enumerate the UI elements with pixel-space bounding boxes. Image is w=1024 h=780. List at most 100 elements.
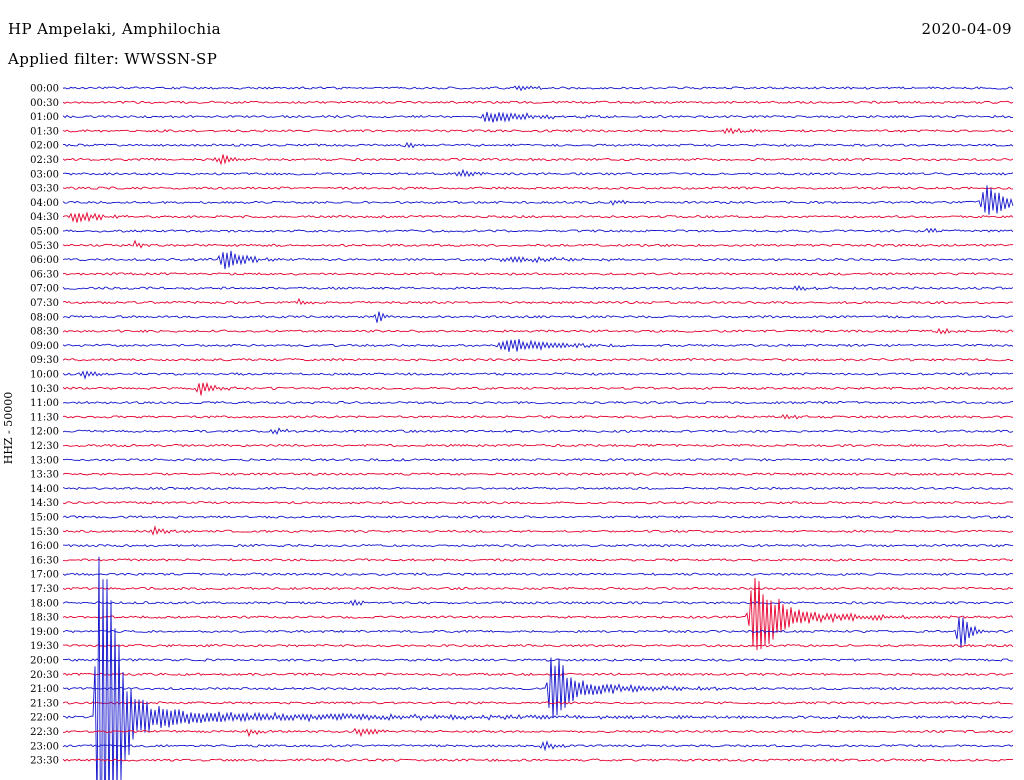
trace-row-1200 bbox=[62, 427, 1014, 435]
trace-row-1500 bbox=[62, 515, 1014, 519]
trace-row-1030 bbox=[62, 381, 1014, 396]
trace-row-0830 bbox=[62, 327, 1014, 335]
trace-row-0500 bbox=[62, 227, 1014, 234]
filter-label: Applied filter: WWSSN-SP bbox=[8, 50, 218, 68]
trace-row-1800 bbox=[62, 599, 1014, 607]
time-label: 19:00 bbox=[30, 627, 59, 638]
scale-label: HHZ - 50000 bbox=[2, 392, 15, 465]
time-label: 21:30 bbox=[30, 698, 59, 709]
time-label: 07:30 bbox=[30, 298, 59, 309]
time-label: 22:30 bbox=[30, 727, 59, 738]
trace-row-0600 bbox=[62, 250, 1014, 270]
time-label: 10:30 bbox=[30, 384, 59, 395]
trace-row-2130 bbox=[62, 701, 1014, 705]
time-label: 22:00 bbox=[30, 713, 59, 724]
trace-row-0930 bbox=[62, 357, 1014, 362]
time-label: 15:00 bbox=[30, 513, 59, 524]
time-label: 02:30 bbox=[30, 155, 59, 166]
time-label: 03:30 bbox=[30, 184, 59, 195]
time-label: 10:00 bbox=[30, 370, 59, 381]
time-label: 06:00 bbox=[30, 255, 59, 266]
trace-row-0900 bbox=[62, 339, 1014, 352]
time-label: 07:00 bbox=[30, 284, 59, 295]
trace-row-0730 bbox=[62, 297, 1014, 306]
time-label: 11:30 bbox=[30, 412, 59, 423]
time-label: 11:00 bbox=[30, 398, 59, 409]
time-label: 01:00 bbox=[30, 112, 59, 123]
time-label: 09:00 bbox=[30, 341, 59, 352]
trace-row-1630 bbox=[62, 558, 1014, 562]
trace-row-1730 bbox=[62, 586, 1014, 591]
trace-row-0800 bbox=[62, 311, 1014, 323]
time-label: 04:30 bbox=[30, 212, 59, 223]
trace-row-1430 bbox=[62, 501, 1014, 505]
trace-row-1930 bbox=[62, 643, 1014, 648]
date-label: 2020-04-09 bbox=[921, 20, 1012, 38]
time-label: 04:00 bbox=[30, 198, 59, 209]
time-label: 17:30 bbox=[30, 584, 59, 595]
trace-row-0230 bbox=[62, 154, 1014, 166]
time-label: 02:00 bbox=[30, 141, 59, 152]
time-label: 13:30 bbox=[30, 470, 59, 481]
trace-row-0530 bbox=[62, 239, 1014, 249]
time-label: 14:00 bbox=[30, 484, 59, 495]
trace-row-0330 bbox=[62, 186, 1014, 190]
time-label: 16:30 bbox=[30, 555, 59, 566]
trace-row-2230 bbox=[63, 727, 1014, 738]
trace-row-1530 bbox=[62, 525, 1014, 536]
time-label: 19:30 bbox=[30, 641, 59, 652]
time-label: 23:00 bbox=[30, 741, 59, 752]
trace-row-2000 bbox=[63, 658, 1013, 662]
time-label: 23:30 bbox=[30, 756, 59, 767]
trace-row-0300 bbox=[62, 168, 1014, 178]
trace-row-0130 bbox=[62, 127, 1013, 135]
time-label: 14:30 bbox=[30, 498, 59, 509]
trace-row-1300 bbox=[62, 458, 1014, 462]
time-label: 06:30 bbox=[30, 269, 59, 280]
time-label: 15:30 bbox=[30, 527, 59, 538]
trace-row-1400 bbox=[62, 486, 1014, 491]
trace-row-1600 bbox=[62, 543, 1014, 548]
time-label: 12:30 bbox=[30, 441, 59, 452]
trace-row-2030 bbox=[62, 672, 1013, 677]
time-label: 03:00 bbox=[30, 169, 59, 180]
time-label: 05:30 bbox=[30, 241, 59, 252]
trace-row-1700 bbox=[62, 572, 1014, 576]
time-label: 18:00 bbox=[30, 598, 59, 609]
station-title: HP Ampelaki, Amphilochia bbox=[8, 20, 221, 38]
time-label: 08:00 bbox=[30, 312, 59, 323]
time-label: 12:00 bbox=[30, 427, 59, 438]
trace-row-0200 bbox=[62, 141, 1014, 149]
trace-row-1100 bbox=[62, 400, 1014, 405]
time-label: 21:00 bbox=[30, 684, 59, 695]
trace-row-1230 bbox=[62, 443, 1013, 448]
trace-row-0630 bbox=[62, 272, 1014, 276]
time-label: 01:30 bbox=[30, 126, 59, 137]
time-label: 00:30 bbox=[30, 98, 59, 109]
trace-row-1000 bbox=[62, 370, 1013, 380]
trace-row-0400 bbox=[62, 185, 1014, 215]
trace-row-1130 bbox=[62, 413, 1014, 420]
trace-row-2100 bbox=[62, 657, 1014, 719]
trace-row-0430 bbox=[62, 211, 1014, 223]
trace-row-0030 bbox=[62, 100, 1014, 104]
time-label: 00:00 bbox=[30, 84, 59, 95]
time-label: 13:00 bbox=[30, 455, 59, 466]
time-label: 08:30 bbox=[30, 327, 59, 338]
time-label: 05:00 bbox=[30, 227, 59, 238]
trace-row-1900 bbox=[62, 617, 1014, 648]
time-label: 17:00 bbox=[30, 570, 59, 581]
time-label: 09:30 bbox=[30, 355, 59, 366]
trace-row-2330 bbox=[62, 758, 1014, 762]
trace-row-2300 bbox=[62, 740, 1014, 752]
trace-row-2200 bbox=[62, 556, 1014, 780]
trace-row-1830 bbox=[62, 577, 1014, 651]
trace-row-0100 bbox=[62, 111, 1014, 123]
time-label: 18:30 bbox=[30, 613, 59, 624]
time-label: 20:00 bbox=[30, 656, 59, 667]
trace-row-1330 bbox=[62, 472, 1014, 476]
time-label: 16:00 bbox=[30, 541, 59, 552]
trace-row-0000 bbox=[62, 85, 1014, 92]
